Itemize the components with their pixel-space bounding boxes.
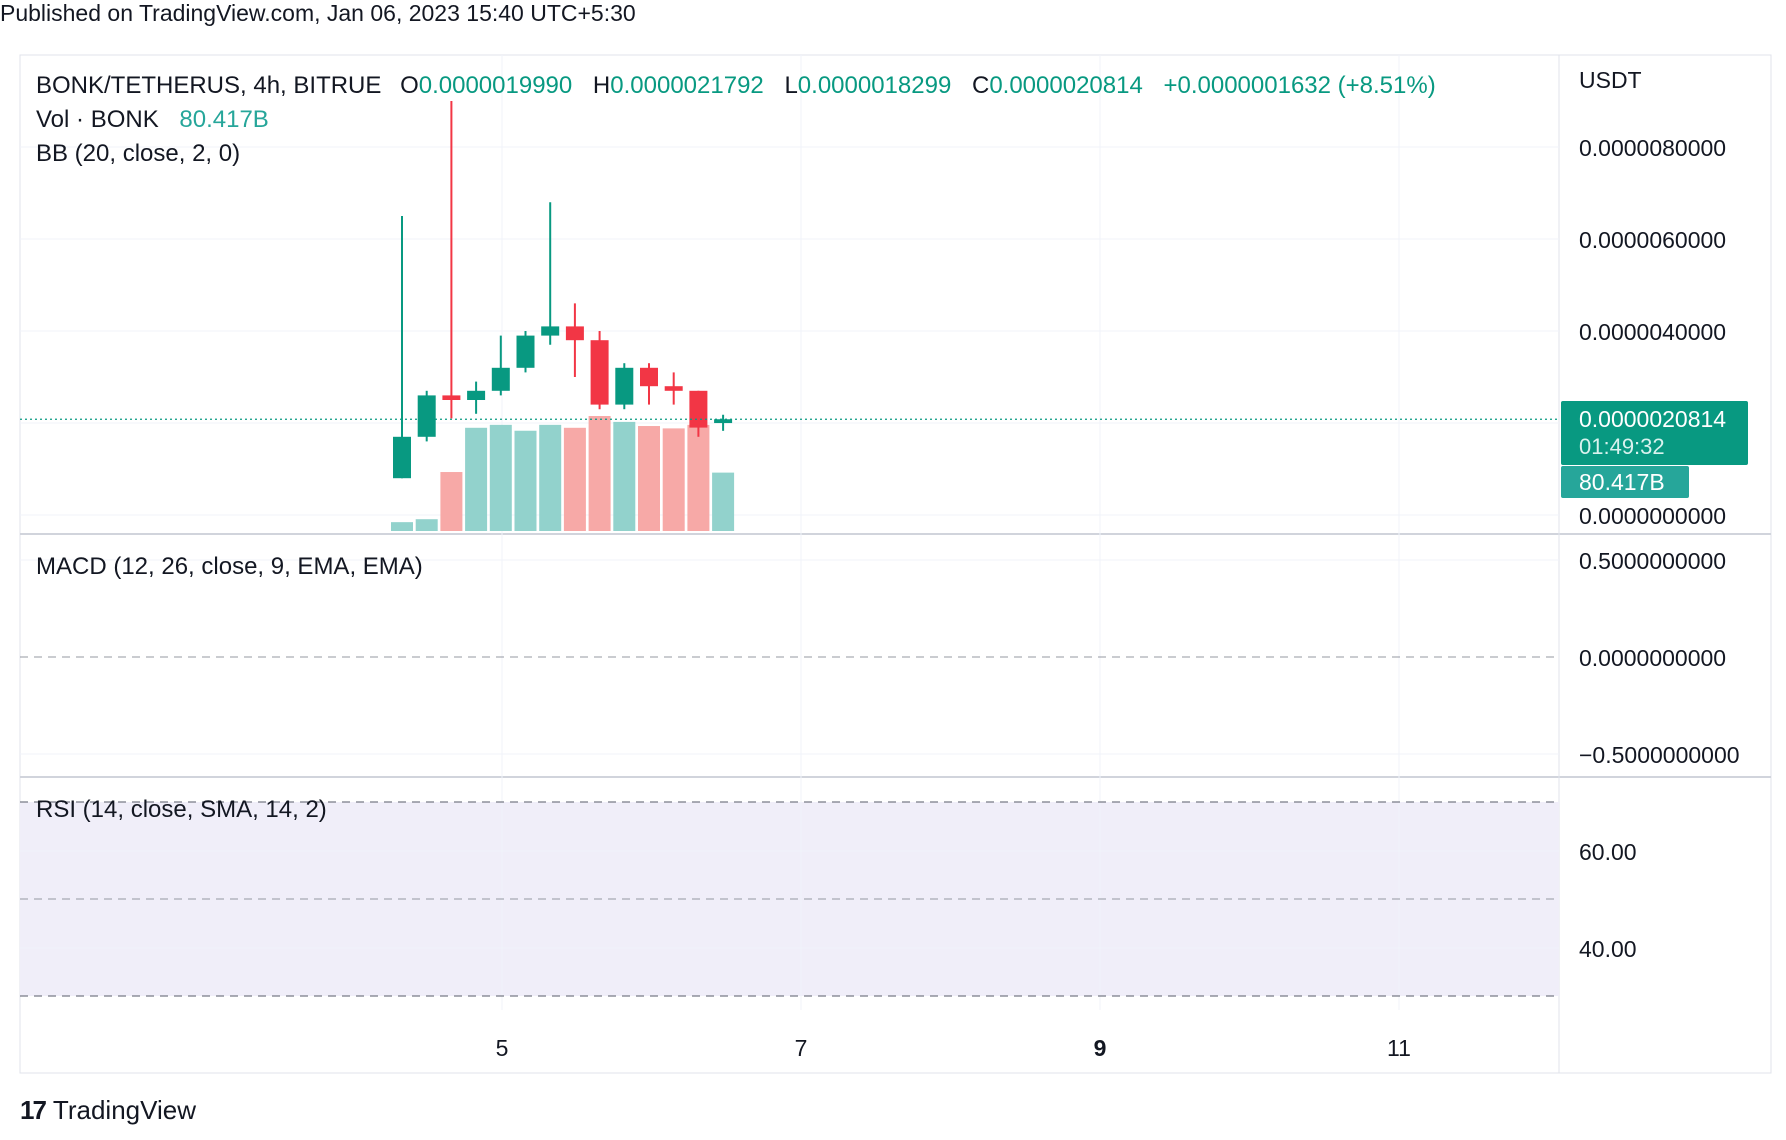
candle-body — [417, 395, 436, 437]
last-volume-tag: 80.417B — [1561, 466, 1689, 498]
candle-body — [516, 335, 535, 368]
volume-bar — [514, 430, 537, 531]
close-value: 0.0000020814 — [989, 72, 1143, 99]
tradingview-logo-icon: 17 — [20, 1095, 47, 1125]
candle-body — [467, 390, 486, 400]
symbol-title[interactable]: BONK/TETHERUS, 4h, BITRUE — [36, 72, 382, 99]
volume-bar — [662, 428, 685, 531]
last-price-tag: 0.0000020814 01:49:32 — [1561, 401, 1748, 465]
volume-bar — [712, 472, 735, 531]
macd-tick: −0.5000000000 — [1579, 742, 1740, 768]
symbol-legend[interactable]: BONK/TETHERUS, 4h, BITRUE O0.0000019990 … — [36, 72, 1440, 100]
macd-legend[interactable]: MACD (12, 26, close, 9, EMA, EMA) — [36, 553, 423, 580]
macd-tick: 0.0000000000 — [1579, 645, 1727, 671]
candles — [393, 101, 733, 479]
currency-label: USDT — [1579, 67, 1642, 93]
volume-bar — [440, 472, 463, 531]
change-value: +0.0000001632 (+8.51%) — [1163, 72, 1436, 99]
bar-countdown: 01:49:32 — [1579, 434, 1665, 459]
volume-bar — [638, 426, 660, 531]
volume-bar — [415, 519, 438, 531]
high-label: H — [592, 72, 611, 99]
volume-bar — [539, 424, 562, 531]
price-tick: 0.0000060000 — [1579, 227, 1727, 253]
time-tick: 5 — [495, 1035, 509, 1061]
time-tick: 11 — [1387, 1035, 1411, 1061]
volume-bar — [391, 522, 413, 531]
bb-legend[interactable]: BB (20, close, 2, 0) — [36, 140, 241, 167]
volume-bars — [391, 416, 735, 531]
tradingview-brand: TradingView — [52, 1095, 196, 1125]
candle-body — [442, 395, 461, 400]
candle-body — [590, 340, 609, 405]
high-value: 0.0000021792 — [610, 72, 764, 99]
volume-bar — [563, 427, 586, 531]
price-tick: 0.0000000000 — [1579, 503, 1727, 529]
candle-body — [565, 326, 584, 341]
candle-body — [714, 419, 733, 424]
low-value: 0.0000018299 — [797, 72, 952, 99]
rsi-tick: 60.00 — [1579, 839, 1637, 865]
rsi-tick: 40.00 — [1579, 936, 1637, 962]
time-tick: 7 — [794, 1035, 808, 1061]
close-label: C — [971, 72, 990, 99]
open-value: 0.0000019990 — [418, 72, 573, 99]
volume-bar — [613, 421, 636, 531]
candle-body — [689, 390, 708, 428]
rsi-legend[interactable]: RSI (14, close, SMA, 14, 2) — [36, 796, 327, 823]
volume-value: 80.417B — [179, 106, 269, 133]
last-price-value: 0.0000020814 — [1579, 406, 1727, 432]
low-label: L — [784, 72, 798, 99]
candle-body — [615, 367, 634, 405]
price-tick: 0.0000080000 — [1579, 135, 1727, 161]
volume-legend[interactable]: Vol · BONK 80.417B — [36, 106, 273, 134]
last-volume-value: 80.417B — [1579, 469, 1665, 495]
published-note: Published on TradingView.com, Jan 06, 20… — [0, 0, 636, 26]
candle-body — [491, 367, 510, 391]
price-tick: 0.0000040000 — [1579, 319, 1727, 345]
tradingview-logo[interactable]: 17 TradingView — [20, 1095, 196, 1126]
volume-label: Vol · BONK — [36, 106, 159, 133]
time-tick: 9 — [1093, 1035, 1107, 1061]
candle-body — [664, 386, 683, 391]
open-label: O — [400, 72, 419, 99]
volume-bar — [489, 424, 512, 531]
candle-body — [640, 367, 658, 387]
candle-body — [541, 326, 560, 336]
chart-frame — [19, 54, 1772, 1074]
volume-bar — [687, 424, 710, 531]
horizontal-grid — [20, 146, 1559, 949]
candle-body — [393, 436, 411, 479]
volume-bar — [588, 416, 611, 531]
volume-bar — [465, 427, 488, 531]
macd-tick: 0.5000000000 — [1579, 548, 1727, 574]
